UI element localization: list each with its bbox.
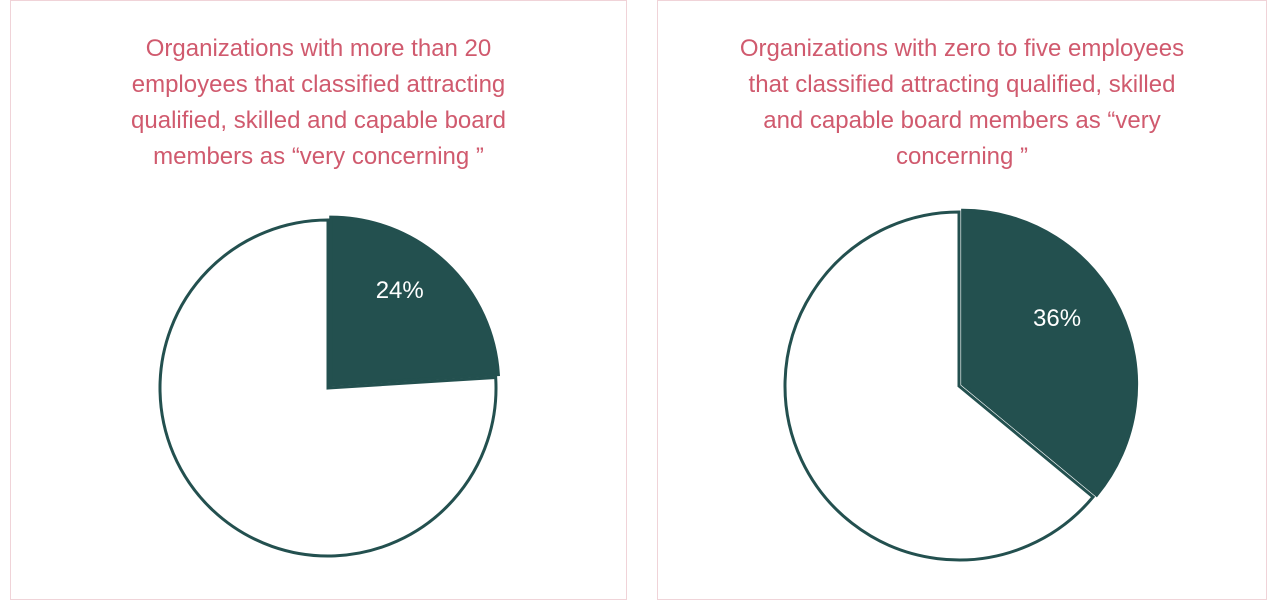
pie-slice <box>329 215 500 387</box>
chart-title: Organizations with more than 20 employee… <box>131 35 506 170</box>
pie-slice <box>158 218 498 558</box>
pie-slice <box>961 208 1139 498</box>
pie-chart: 36% <box>783 208 1139 562</box>
chart-title: Organizations with zero to five employee… <box>739 35 1185 170</box>
page: Organizations with more than 20 employee… <box>10 0 1267 600</box>
pie-slice <box>783 210 1096 562</box>
pie-chart: 24% <box>158 215 500 558</box>
chart-panel: Organizations with more than 20 employee… <box>10 0 627 600</box>
data-label: 36% <box>1033 305 1081 332</box>
data-label: 24% <box>376 277 424 304</box>
chart-panel: Organizations with zero to five employee… <box>657 0 1267 600</box>
